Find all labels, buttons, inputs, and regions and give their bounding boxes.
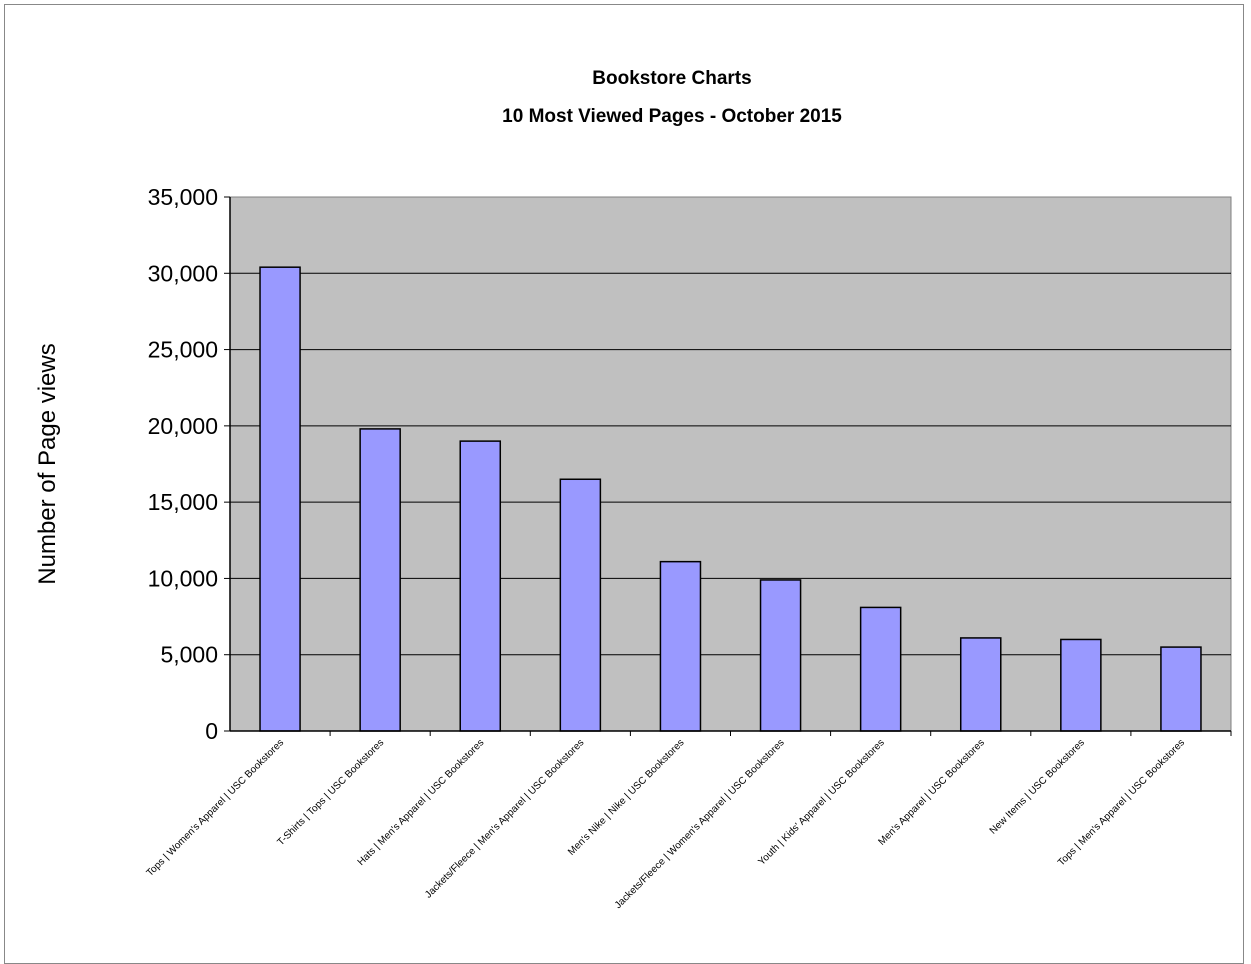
bar bbox=[459, 440, 502, 732]
x-category-label: Men's Apparel | USC Bookstores bbox=[876, 737, 986, 847]
bar bbox=[859, 606, 902, 732]
y-tick-label: 10,000 bbox=[148, 565, 218, 591]
x-category-labels: Tops | Women's Apparel | USC BookstoresT… bbox=[145, 737, 1187, 911]
bar bbox=[1060, 638, 1102, 732]
y-tick-label: 25,000 bbox=[148, 337, 218, 363]
x-category-label: Youth | Kids' Apparel | USC Bookstores bbox=[756, 737, 886, 867]
y-axis-label: Number of Page views bbox=[34, 343, 61, 584]
bar bbox=[359, 428, 401, 732]
bar bbox=[659, 560, 702, 732]
y-tick-labels: 0 5,000 10,000 15,000 20,000 25,000 30,000 35,0… bbox=[148, 184, 218, 744]
bar bbox=[1160, 646, 1202, 732]
bar bbox=[759, 579, 802, 732]
x-category-label: Tops | Women's Apparel | USC Bookstores bbox=[145, 737, 287, 879]
y-tick-label: 5,000 bbox=[160, 642, 218, 668]
bar bbox=[259, 266, 301, 732]
chart-subtitle: 10 Most Viewed Pages - October 2015 bbox=[502, 106, 842, 127]
y-tick-label: 35,000 bbox=[148, 184, 218, 210]
x-category-label: T-Shirts | Tops | USC Bookstores bbox=[276, 737, 387, 848]
bars bbox=[259, 266, 1232, 736]
chart-title: Bookstore Charts bbox=[592, 68, 751, 89]
x-category-label: Tops | Men's Apparel | USC Bookstores bbox=[1056, 737, 1187, 868]
y-tick-label: 20,000 bbox=[148, 413, 218, 439]
x-category-label: Jackets/Fleece | Women's Apparel | USC B… bbox=[613, 737, 787, 911]
x-category-label: New Items | USC Bookstores bbox=[988, 737, 1087, 836]
x-category-label: Jackets/Fleece | Men's Apparel | USC Boo… bbox=[423, 737, 586, 900]
x-category-label: Men's Nike | Nike | USC Bookstores bbox=[566, 737, 686, 857]
bar bbox=[959, 637, 1002, 732]
y-tick-label: 15,000 bbox=[148, 489, 218, 515]
axes bbox=[229, 197, 1231, 732]
y-tick-label: 0 bbox=[205, 718, 218, 744]
y-tick-label: 30,000 bbox=[148, 260, 218, 286]
bar bbox=[559, 478, 602, 732]
